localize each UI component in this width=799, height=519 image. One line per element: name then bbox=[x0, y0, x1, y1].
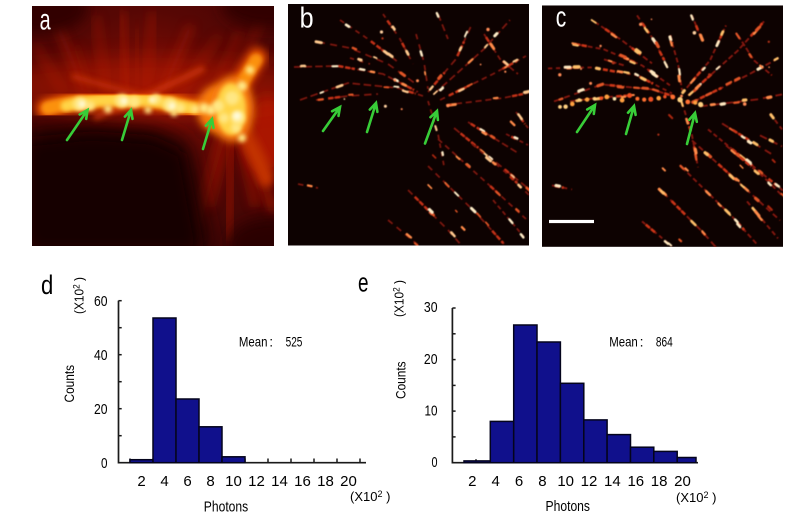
svg-text:(X102 ): (X102 ) bbox=[350, 489, 390, 504]
svg-text:16: 16 bbox=[294, 473, 311, 490]
svg-text:Counts: Counts bbox=[394, 361, 409, 399]
svg-text:10: 10 bbox=[225, 473, 242, 490]
svg-text:b: b bbox=[300, 2, 314, 34]
svg-text:60: 60 bbox=[94, 293, 108, 310]
svg-text:20: 20 bbox=[94, 401, 108, 418]
svg-text:2: 2 bbox=[137, 473, 145, 490]
svg-text:(X102 ): (X102 ) bbox=[392, 280, 407, 317]
svg-text:4: 4 bbox=[160, 473, 168, 490]
svg-text:10: 10 bbox=[425, 402, 438, 419]
svg-text:4: 4 bbox=[492, 473, 500, 490]
svg-text:18: 18 bbox=[317, 473, 334, 490]
svg-text:16: 16 bbox=[627, 473, 644, 490]
svg-text:a: a bbox=[40, 4, 51, 37]
svg-text:(X102 ): (X102 ) bbox=[72, 277, 87, 314]
svg-text:14: 14 bbox=[604, 473, 621, 490]
svg-text:Mean: Mean bbox=[609, 334, 638, 350]
svg-text:6: 6 bbox=[515, 473, 523, 490]
svg-text:2: 2 bbox=[468, 473, 476, 490]
svg-text:8: 8 bbox=[538, 473, 546, 490]
svg-text:0: 0 bbox=[101, 455, 108, 472]
svg-text:20: 20 bbox=[674, 473, 691, 490]
svg-text:(X102 ): (X102 ) bbox=[676, 490, 716, 505]
svg-text:c: c bbox=[556, 2, 567, 34]
svg-text:20: 20 bbox=[424, 351, 438, 368]
svg-text:525: 525 bbox=[286, 334, 303, 350]
svg-text:8: 8 bbox=[206, 473, 214, 490]
svg-text:0: 0 bbox=[432, 454, 438, 471]
svg-text:12: 12 bbox=[581, 473, 598, 490]
svg-text::: : bbox=[640, 334, 644, 350]
svg-text:30: 30 bbox=[424, 299, 438, 316]
svg-text:12: 12 bbox=[248, 473, 265, 490]
svg-text:20: 20 bbox=[340, 473, 357, 490]
svg-text::: : bbox=[269, 334, 273, 350]
svg-text:Photons: Photons bbox=[546, 499, 591, 515]
svg-text:10: 10 bbox=[557, 473, 574, 490]
svg-text:d: d bbox=[41, 270, 53, 300]
svg-text:Mean: Mean bbox=[239, 334, 268, 350]
svg-text:40: 40 bbox=[94, 347, 108, 364]
svg-text:6: 6 bbox=[183, 473, 191, 490]
svg-text:e: e bbox=[358, 268, 369, 298]
svg-text:864: 864 bbox=[656, 334, 673, 350]
svg-text:18: 18 bbox=[651, 473, 668, 490]
svg-text:14: 14 bbox=[271, 473, 288, 490]
svg-text:Counts: Counts bbox=[62, 365, 77, 403]
svg-text:Photons: Photons bbox=[204, 499, 248, 515]
